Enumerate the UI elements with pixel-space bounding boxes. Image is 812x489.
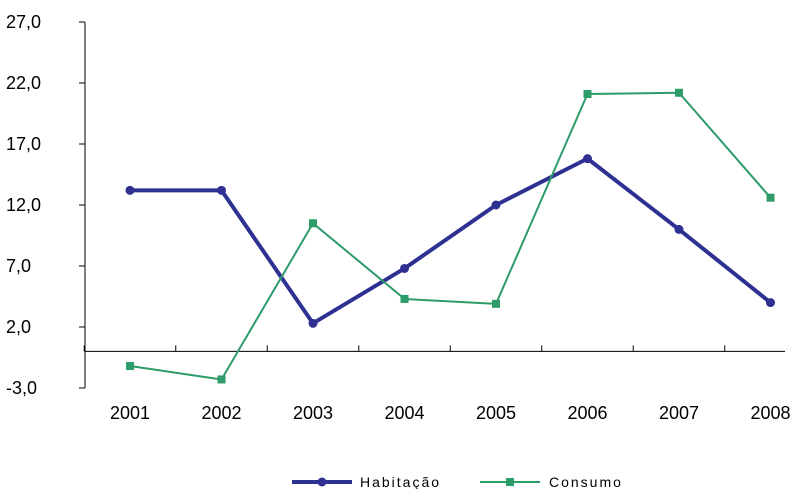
data-point (583, 89, 592, 98)
y-tick-label: 7,0 (6, 256, 31, 276)
series-line (130, 156, 772, 326)
data-point (309, 219, 317, 228)
x-tick-label: 2004 (384, 403, 424, 423)
y-tick-label: 12,0 (6, 195, 41, 215)
data-point (125, 185, 135, 195)
data-point (674, 224, 684, 234)
y-tick-label: 27,0 (6, 12, 41, 32)
x-tick-label: 2006 (567, 403, 607, 423)
data-point (583, 154, 592, 164)
legend-label: Consumo (549, 474, 623, 489)
y-tick-label: 2,0 (6, 317, 31, 337)
data-point (400, 263, 409, 273)
legend-item: Consumo (480, 474, 623, 489)
data-point (492, 299, 500, 308)
x-tick-label: 2002 (201, 403, 241, 423)
series-layer (125, 88, 775, 384)
data-point (308, 318, 318, 328)
x-tick-label: 2007 (659, 403, 699, 423)
data-point (675, 88, 683, 97)
legend: Habitação Consumo (292, 474, 623, 489)
legend-marker (317, 477, 327, 487)
series-1 (125, 154, 775, 328)
data-point (491, 200, 501, 210)
data-point (217, 375, 226, 384)
y-tick-label: 22,0 (6, 73, 41, 93)
data-point (217, 185, 226, 195)
data-point (766, 298, 775, 308)
y-tick-label: 17,0 (6, 134, 41, 154)
x-tick-label: 2001 (110, 403, 150, 423)
x-axis: 2001 2002 2003 2004 2005 2006 2007 2008 (83, 345, 791, 423)
data-point (766, 193, 775, 202)
x-tick-label: 2003 (293, 403, 333, 423)
x-tick-label: 2005 (476, 403, 516, 423)
y-axis: 27,0 22,0 17,0 12,0 7,0 2,0 -3,0 (6, 12, 86, 398)
series-line (129, 91, 772, 381)
legend-marker (506, 478, 514, 486)
data-point (126, 362, 134, 371)
legend-item: Habitação (292, 474, 441, 489)
series-2 (126, 88, 775, 384)
x-tick-label: 2008 (750, 403, 790, 423)
legend-label: Habitação (360, 474, 441, 489)
y-tick-label: -3,0 (6, 378, 37, 398)
data-point (400, 294, 409, 303)
